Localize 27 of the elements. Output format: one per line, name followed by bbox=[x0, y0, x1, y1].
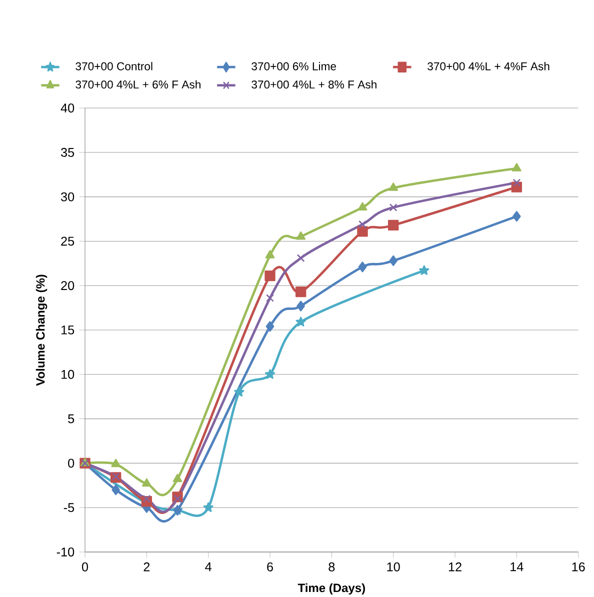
y-tick-label: 35 bbox=[60, 148, 74, 157]
legend-label: 370+00 4%L + 4%F Ash bbox=[428, 62, 550, 70]
x-tick-label: 12 bbox=[448, 562, 462, 572]
x-tick-label: 8 bbox=[328, 562, 335, 572]
y-tick-label: 25 bbox=[61, 236, 74, 246]
y-tick-label: -5 bbox=[64, 503, 74, 512]
y-tick-label: 5 bbox=[68, 414, 74, 424]
x-axis-title: Time (Days) bbox=[298, 583, 365, 595]
x-tick-label: 16 bbox=[572, 562, 585, 572]
legend-label: 370+00 4%L + 6% F Ash bbox=[76, 80, 200, 89]
y-tick-label: 20 bbox=[61, 281, 74, 290]
legend-label: 370+00 Control bbox=[76, 62, 152, 70]
x-tick-label: 10 bbox=[387, 562, 400, 572]
x-tick-label: 0 bbox=[82, 562, 88, 572]
y-tick-label: 0 bbox=[68, 458, 74, 468]
y-tick-label: 10 bbox=[61, 370, 74, 379]
x-tick-label: 2 bbox=[144, 562, 150, 572]
x-tick-label: 4 bbox=[205, 562, 212, 572]
y-tick-label: 15 bbox=[61, 326, 74, 334]
legend-label: 370+00 6% Lime bbox=[252, 62, 336, 70]
y-tick-label: 40 bbox=[60, 104, 74, 112]
y-axis-title: Volume Change (%) bbox=[36, 274, 48, 386]
legend-label: 370+00 4%L + 8% F Ash bbox=[252, 80, 376, 89]
y-tick-label: -10 bbox=[56, 548, 74, 556]
x-tick-label: 6 bbox=[267, 562, 273, 572]
y-tick-label: 30 bbox=[60, 192, 74, 202]
x-tick-label: 14 bbox=[510, 562, 524, 572]
